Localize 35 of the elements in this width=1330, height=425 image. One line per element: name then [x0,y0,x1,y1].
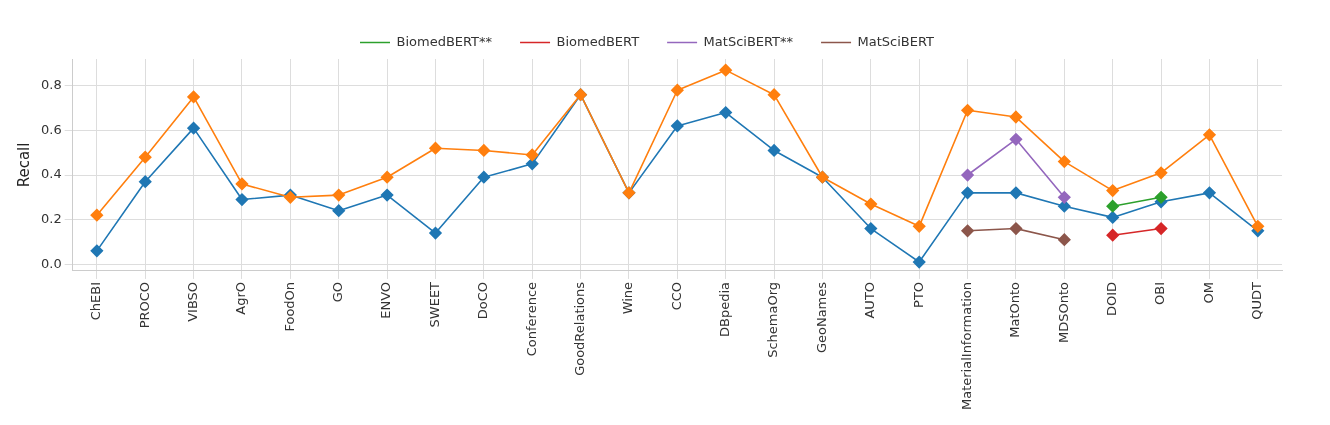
y-tick-label: 0.4 [40,166,62,182]
x-tick-label: Wine [620,281,636,315]
legend-label: MatSciBERT** [703,33,794,49]
x-tick-label: AgrO [233,281,249,315]
y-tick-label: 0.2 [40,211,62,226]
x-tick-label: PTO [910,281,926,308]
x-tick-label: GoodRelations [571,281,587,376]
x-tick-label: DoCO [475,281,491,320]
x-tick-label: SchemaOrg [765,281,781,358]
legend-label: MatSciBERT [857,33,935,49]
x-tick-label: SWEET [426,281,442,328]
legend-label: BiomedBERT** [396,33,493,49]
x-tick-label: QUDT [1249,281,1265,320]
x-tick-label: MatOnto [1007,281,1023,338]
x-tick-label: ChEBI [88,281,104,321]
y-tick-label: 0.0 [40,255,62,271]
x-tick-label: Conference [523,281,539,357]
x-tick-label: FoodOn [281,281,297,332]
legend-label: BiomedBERT [556,33,640,49]
x-tick-label: VIBSO [184,281,200,322]
x-tick-label: DBpedia [717,281,733,337]
x-tick-label: DOID [1104,281,1120,317]
x-tick-label: OBI [1152,281,1168,305]
x-tick-label: OM [1200,281,1216,304]
x-tick-label: CCO [668,281,684,311]
y-axis-title: Recall [14,142,33,188]
y-tick-label: 0.6 [40,121,62,137]
x-tick-label: AUTO [862,281,878,319]
x-tick-label: MaterialInformation [958,281,974,411]
x-tick-label: MDSOnto [1055,281,1071,343]
x-tick-label: ENVO [378,281,394,319]
x-tick-label: PROCO [136,281,152,329]
x-tick-label: GeoNames [813,281,829,354]
x-tick-label: GO [330,281,346,303]
y-tick-label: 0.8 [40,77,62,93]
